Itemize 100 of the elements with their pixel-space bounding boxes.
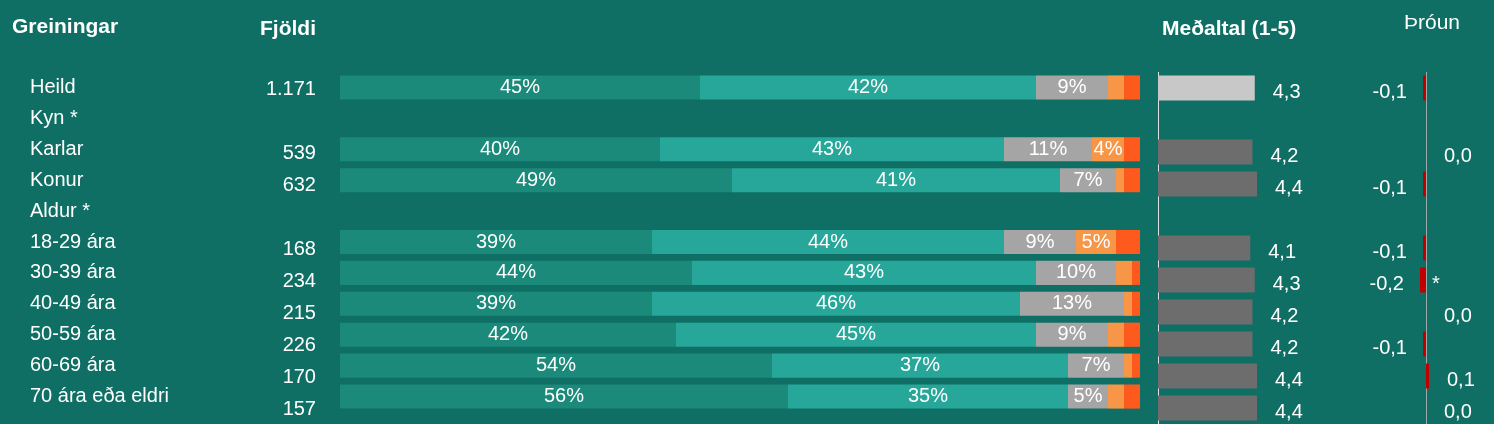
- y-tick-label: 40-49 ára: [30, 291, 117, 314]
- bar: [788, 384, 1068, 409]
- bar: [340, 291, 652, 316]
- data-label: 4,4: [1275, 367, 1303, 390]
- bar: [700, 75, 1036, 100]
- data-label: 226: [282, 332, 316, 356]
- data-label: -0,1: [1372, 175, 1407, 198]
- data-label: 44%: [495, 260, 537, 283]
- bar: [340, 322, 676, 347]
- data-label: 168: [282, 236, 316, 260]
- data-label: 45%: [835, 322, 877, 345]
- data-label: 234: [282, 268, 316, 292]
- data-label: 5%: [1081, 229, 1111, 252]
- bar: [1116, 260, 1132, 285]
- y-tick-label: Aldur *: [30, 198, 91, 221]
- bar: [1116, 229, 1140, 255]
- bar: [340, 260, 692, 285]
- bar: [1116, 168, 1124, 193]
- data-label: 43%: [843, 260, 885, 283]
- data-label: 49%: [515, 167, 557, 190]
- data-label: 4,1: [1268, 239, 1297, 262]
- annotation: *: [1432, 271, 1440, 294]
- data-label: 56%: [543, 384, 585, 407]
- data-label: 40%: [479, 136, 521, 159]
- data-label: 11%: [1028, 136, 1068, 159]
- data-label: 157: [282, 396, 316, 420]
- bar: [1124, 75, 1140, 100]
- bar: [1132, 353, 1140, 378]
- data-label: 4,2: [1270, 143, 1299, 166]
- bar: [340, 384, 788, 409]
- y-tick-label: Konur: [30, 167, 84, 190]
- data-label: 0,0: [1444, 399, 1472, 422]
- data-label: 0,0: [1444, 143, 1472, 166]
- y-tick-label: Heild: [30, 74, 76, 97]
- data-label: 44%: [807, 229, 849, 252]
- data-label: 4,2: [1270, 303, 1299, 326]
- chart-title: Meðaltal (1-5): [1162, 16, 1297, 40]
- bar: [1124, 353, 1132, 378]
- bar: [1124, 291, 1132, 316]
- data-label: 54%: [535, 353, 577, 376]
- data-label: 35%: [907, 384, 949, 407]
- data-label: 9%: [1057, 322, 1087, 345]
- bar: [340, 353, 772, 378]
- data-label: 37%: [899, 353, 941, 376]
- bar: [1108, 75, 1124, 100]
- data-label: 632: [282, 172, 316, 196]
- data-label: 4,3: [1272, 271, 1301, 294]
- data-label: -0,1: [1372, 335, 1407, 358]
- bar: [660, 137, 1004, 162]
- bar: [1124, 168, 1140, 193]
- data-label: 5%: [1073, 384, 1103, 407]
- bar: [340, 229, 652, 255]
- data-label: -0,1: [1372, 79, 1407, 102]
- y-tick-label: 30-39 ára: [30, 260, 117, 283]
- data-label: 41%: [875, 167, 917, 190]
- data-label: 4,4: [1275, 399, 1303, 422]
- data-label: -0,2: [1369, 271, 1404, 294]
- y-tick-label: Kyn *: [30, 105, 79, 128]
- bar: [1124, 322, 1140, 347]
- y-tick-label: 50-59 ára: [30, 322, 117, 345]
- data-label: 45%: [499, 74, 541, 97]
- bar: [1132, 291, 1140, 316]
- data-label: 43%: [811, 136, 853, 159]
- bar: [1124, 384, 1140, 409]
- data-label: 0,1: [1447, 367, 1475, 390]
- y-tick-label: 60-69 ára: [30, 353, 117, 376]
- text: Fjöldi: [260, 16, 316, 40]
- data-label: 0,0: [1444, 303, 1472, 326]
- y-tick-label: 18-29 ára: [30, 229, 117, 252]
- bar: [652, 229, 1004, 255]
- data-label: 9%: [1057, 74, 1087, 97]
- bar: [340, 75, 700, 100]
- bar: [652, 291, 1020, 316]
- data-label: 7%: [1073, 167, 1103, 190]
- data-label: 215: [282, 300, 316, 324]
- bar: [1132, 260, 1140, 285]
- data-label: 170: [282, 364, 316, 388]
- data-label: 7%: [1081, 353, 1111, 376]
- data-label: -0,1: [1372, 239, 1407, 262]
- bar: [340, 137, 660, 162]
- bar: [1036, 75, 1108, 100]
- y-tick-label: Karlar: [30, 136, 84, 159]
- data-label: 39%: [475, 229, 517, 252]
- data-label: 42%: [487, 322, 529, 345]
- data-label: 39%: [475, 291, 517, 314]
- data-label: 539: [282, 140, 316, 164]
- data-label: 9%: [1025, 229, 1055, 252]
- data-label: 1.171: [265, 76, 316, 100]
- data-label: 46%: [815, 291, 857, 314]
- bar: [1124, 137, 1140, 162]
- data-label: 4%: [1093, 136, 1123, 159]
- bar: [692, 260, 1036, 285]
- bar: [732, 168, 1060, 193]
- bar: [340, 168, 732, 193]
- data-label: 13%: [1051, 291, 1093, 314]
- bar: [1108, 322, 1124, 347]
- data-label: 42%: [847, 74, 889, 97]
- bar: [772, 353, 1068, 378]
- data-label: 10%: [1055, 260, 1097, 283]
- data-label: 4,4: [1275, 175, 1303, 198]
